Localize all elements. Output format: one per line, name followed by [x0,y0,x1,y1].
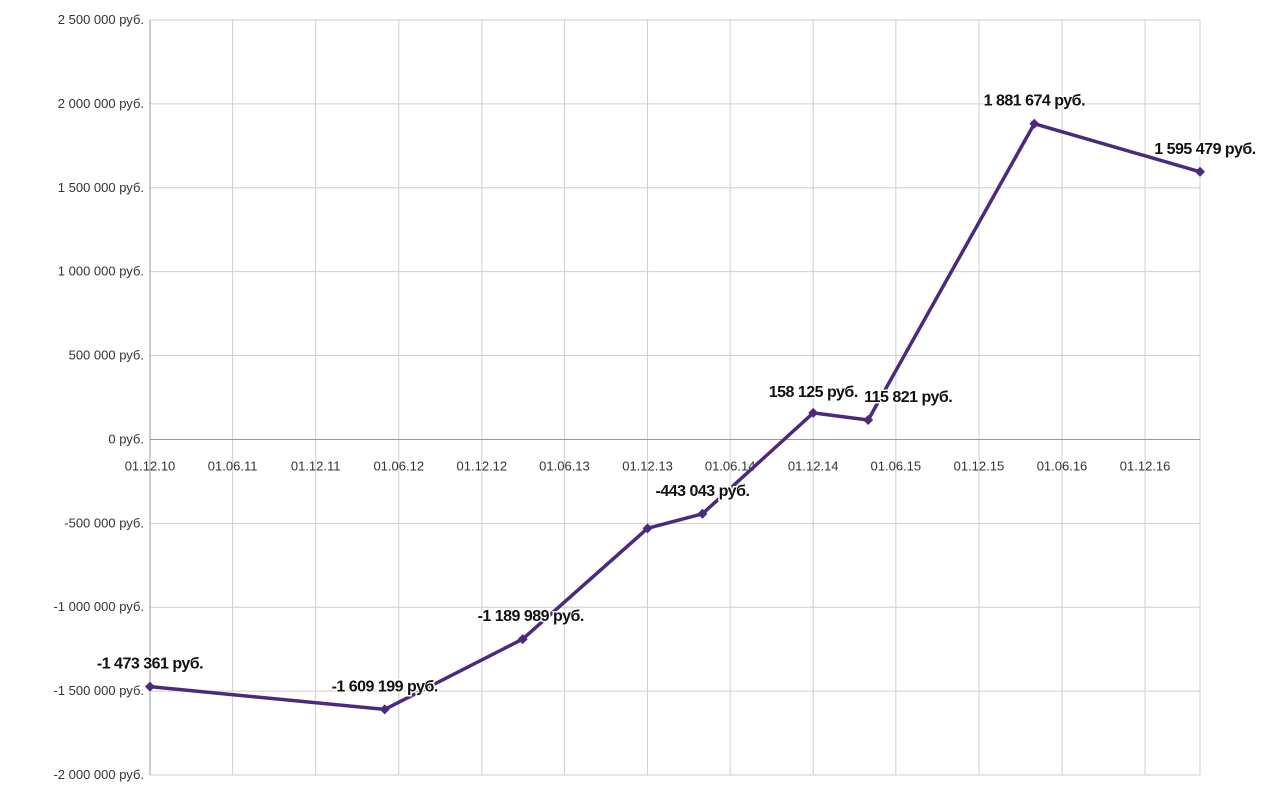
x-tick-label: 01.06.14 [705,458,756,473]
data-label: -443 043 руб. [656,483,750,500]
x-tick-label: 01.06.16 [1037,458,1088,473]
data-label: -1 473 361 руб. [97,656,203,673]
data-label: 115 821 руб. [864,389,952,406]
y-tick-label: 2 500 000 руб. [58,12,144,27]
x-tick-label: 01.06.13 [539,458,590,473]
y-tick-label: 2 000 000 руб. [58,96,144,111]
data-label: 1 595 479 руб. [1154,141,1255,158]
data-point-marker [642,523,653,534]
grid [149,19,1201,776]
data-label: -1 189 989 руб. [478,608,584,625]
data-point-marker [517,634,528,645]
series-line [148,121,1202,712]
y-tick-label: 1 500 000 руб. [58,180,144,195]
x-tick-label: 01.12.14 [788,458,839,473]
y-tick-label: 500 000 руб. [69,348,144,363]
x-tick-label: 01.12.10 [125,458,176,473]
y-tick-label: 0 руб. [108,431,144,446]
x-tick-label: 01.12.12 [457,458,508,473]
data-point-marker [808,407,819,418]
x-tick-label: 01.06.15 [871,458,922,473]
y-tick-label: -1 500 000 руб. [53,683,144,698]
x-tick-label: 01.12.11 [291,458,341,473]
data-labels: -1 473 361 руб. -1 609 199 руб. -1 189 989… [95,91,1257,697]
x-tick-label: 01.12.15 [954,458,1005,473]
data-label: 1 881 674 руб. [984,93,1085,110]
x-axis-tick-labels: 01.12.10 01.06.11 01.12.11 01.06.12 01.12.12… [125,458,1171,473]
y-tick-label: -1 000 000 руб. [53,599,144,614]
data-point-marker [1029,118,1040,129]
y-tick-label: 1 000 000 руб. [58,264,144,279]
x-tick-label: 01.12.13 [622,458,673,473]
data-point-marker [1195,166,1205,177]
data-point-marker [379,704,390,715]
data-label: 158 125 руб. [769,384,858,401]
data-point-marker [145,681,155,692]
x-tick-label: 01.06.11 [208,458,258,473]
data-label: -1 609 199 руб. [332,678,438,695]
data-point-marker [863,415,874,426]
x-tick-label: 01.06.12 [373,458,424,473]
x-tick-label: 01.12.16 [1120,458,1171,473]
y-tick-label: -2 000 000 руб. [53,767,144,782]
axes [149,20,1200,775]
y-axis-tick-labels: 2 500 000 руб. 2 000 000 руб. 1 500 000 ру… [53,12,144,782]
data-point-marker [697,508,708,519]
y-tick-label: -500 000 руб. [64,515,144,530]
series [145,118,1205,715]
